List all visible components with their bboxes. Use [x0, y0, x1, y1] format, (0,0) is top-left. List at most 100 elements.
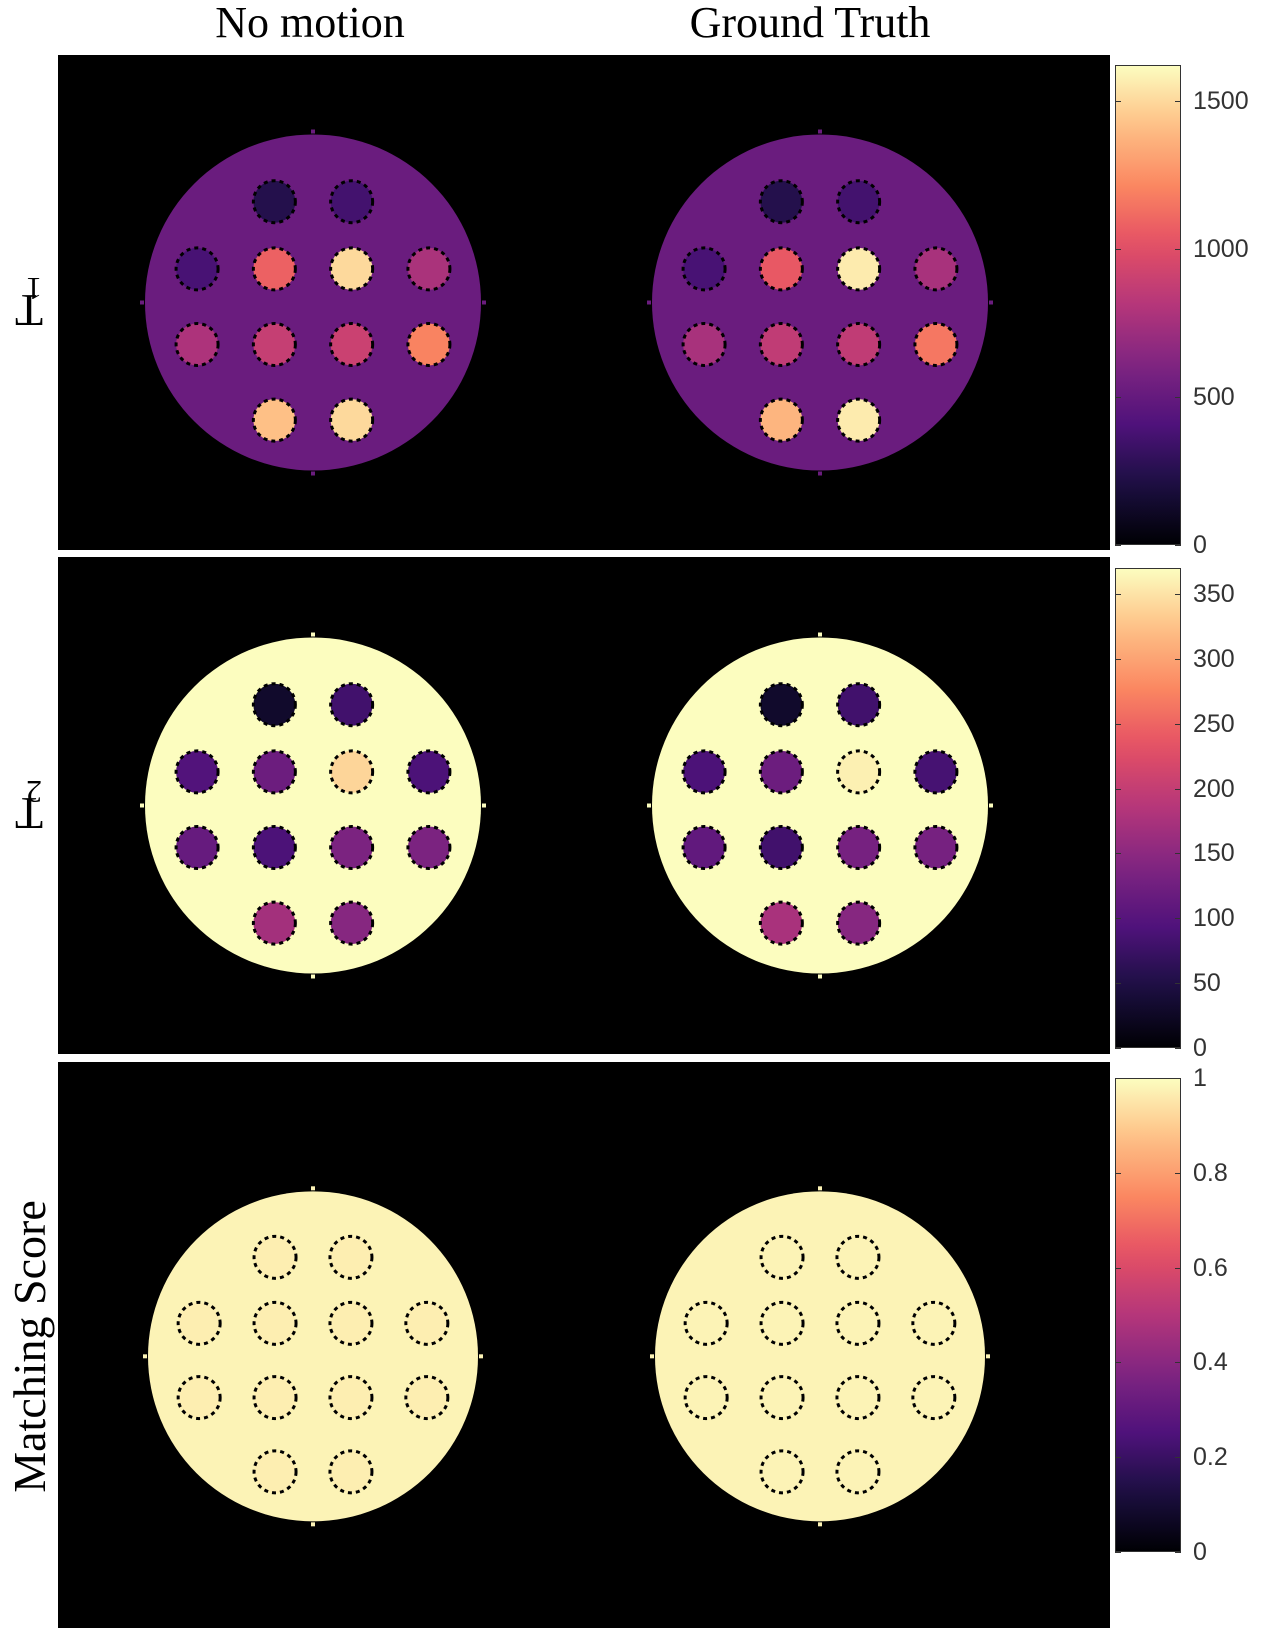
colorbar-tick-label: 1500: [1193, 86, 1249, 115]
colorbar-tick-mark: [1115, 658, 1121, 660]
colorbar-tick-mark: [1175, 1362, 1181, 1364]
colorbar-tick-mark: [1175, 983, 1181, 985]
edge-marker-no-motion-4: [482, 803, 486, 808]
colorbar-tick-mark: [1175, 1267, 1181, 1269]
colorbar-tick-label: 0.8: [1193, 1158, 1228, 1187]
edge-marker-ground-truth-1: [818, 632, 822, 637]
edge-marker-no-motion-1: [311, 632, 315, 637]
vial-no-motion-6: [406, 749, 452, 795]
edge-marker-no-motion-1: [311, 1186, 315, 1191]
panel-t2: [58, 557, 1110, 1054]
vial-no-motion-12: [328, 1449, 374, 1495]
map-matching-score: [143, 1186, 990, 1527]
vial-ground-truth-10: [913, 825, 959, 870]
colorbar-tick-mark: [1115, 1552, 1121, 1553]
colorbar-tick-mark: [1115, 1048, 1121, 1049]
phantom-disk-ground-truth: [652, 134, 988, 471]
edge-marker-no-motion-2: [311, 471, 315, 476]
vial-no-motion-10: [406, 322, 452, 367]
colorbar-tick-mark: [1175, 100, 1181, 102]
vial-ground-truth-4: [758, 246, 804, 292]
colorbar-tick-mark: [1175, 248, 1181, 250]
colorbar-tick-mark: [1175, 658, 1181, 660]
panel-matching-score: [58, 1062, 1110, 1628]
vial-ground-truth-2: [836, 179, 882, 225]
colorbar-tick-mark: [1115, 918, 1121, 920]
colorbar-tick-mark: [1115, 545, 1121, 546]
colorbar-tick-label: 0: [1193, 1538, 1207, 1566]
vial-ground-truth-1: [759, 1234, 805, 1280]
colorbar-tick-mark: [1175, 1078, 1181, 1079]
vial-no-motion-5: [329, 749, 375, 795]
colorbar-tick-mark: [1115, 593, 1121, 595]
colorbar-tick-label: 100: [1193, 904, 1235, 933]
edge-marker-no-motion-1: [311, 129, 315, 134]
vial-no-motion-8: [252, 1375, 298, 1421]
vial-ground-truth-4: [759, 1300, 805, 1346]
colorbar-matching-score: 0 0.2 0.4 0.6 0.8 1: [1115, 1065, 1228, 1565]
vial-no-motion-6: [406, 246, 452, 292]
row-label-matching-score: Matching Score: [3, 1199, 55, 1493]
colorbar-tick-mark: [1115, 853, 1121, 855]
colorbar-tick-mark: [1175, 545, 1181, 546]
vial-ground-truth-6: [913, 246, 959, 292]
vial-no-motion-1: [251, 682, 297, 728]
vial-no-motion-7: [176, 1375, 222, 1421]
colorbar-tick-mark: [1115, 1457, 1121, 1459]
vial-ground-truth-9: [836, 322, 882, 367]
vial-no-motion-4: [251, 749, 297, 795]
edge-marker-ground-truth-3: [650, 1354, 654, 1359]
vial-no-motion-10: [406, 825, 452, 870]
vial-no-motion-9: [328, 1375, 374, 1421]
vial-no-motion-11: [251, 900, 297, 946]
edge-marker-no-motion-3: [140, 803, 144, 808]
vial-no-motion-8: [251, 825, 297, 870]
vial-no-motion-11: [252, 1449, 298, 1495]
vial-no-motion-7: [174, 322, 220, 367]
phantom-disk-no-motion: [148, 1191, 478, 1522]
vial-ground-truth-12: [836, 900, 882, 946]
colorbar-tick-label: 0.6: [1193, 1253, 1228, 1282]
colorbar-tick-label: 50: [1193, 969, 1221, 998]
colorbar-gradient: [1115, 1078, 1181, 1552]
edge-marker-no-motion-4: [482, 300, 486, 305]
vial-ground-truth-6: [911, 1300, 957, 1346]
vial-no-motion-9: [329, 825, 375, 870]
vial-ground-truth-9: [835, 1375, 881, 1421]
vial-no-motion-10: [404, 1375, 450, 1421]
colorbar-gradient: [1115, 568, 1181, 1048]
phantom-disk-no-motion: [145, 637, 481, 974]
edge-marker-ground-truth-2: [818, 1522, 822, 1527]
vial-ground-truth-10: [913, 322, 959, 367]
colorbar-tick-label: 300: [1193, 644, 1235, 673]
colorbar-tick-mark: [1175, 396, 1181, 398]
phantom-disk-ground-truth: [652, 637, 988, 974]
vial-no-motion-4: [252, 1300, 298, 1346]
vial-no-motion-1: [251, 179, 297, 225]
colorbar-tick-mark: [1115, 1078, 1121, 1079]
colorbar-tick-mark: [1115, 1172, 1121, 1174]
vial-no-motion-3: [174, 246, 220, 292]
phantom-disk-no-motion: [145, 134, 481, 471]
vial-ground-truth-5: [835, 1300, 881, 1346]
phantom-disk-ground-truth: [655, 1191, 985, 1522]
vial-ground-truth-5: [836, 749, 882, 795]
colorbar-tick-label: 500: [1193, 382, 1235, 411]
colorbar-tick-label: 0: [1193, 1034, 1207, 1062]
colorbar-tick-mark: [1175, 1048, 1181, 1049]
column-title-right: Ground Truth: [689, 0, 931, 47]
edge-marker-ground-truth-4: [986, 1354, 990, 1359]
row-label-t2: T2: [14, 773, 44, 839]
colorbar-tick-mark: [1115, 1267, 1121, 1269]
edge-marker-no-motion-2: [311, 1522, 315, 1527]
colorbar-tick-mark: [1175, 593, 1181, 595]
colorbar-tick-label: 1: [1193, 1064, 1207, 1092]
edge-marker-ground-truth-3: [647, 803, 651, 808]
colorbar-tick-mark: [1115, 788, 1121, 790]
colorbar-tick-label: 0.4: [1193, 1348, 1228, 1377]
edge-marker-no-motion-2: [311, 974, 315, 979]
vial-no-motion-5: [328, 1300, 374, 1346]
colorbar-tick-label: 0: [1193, 531, 1207, 559]
edge-marker-ground-truth-1: [818, 1186, 822, 1191]
vial-no-motion-2: [329, 179, 375, 225]
